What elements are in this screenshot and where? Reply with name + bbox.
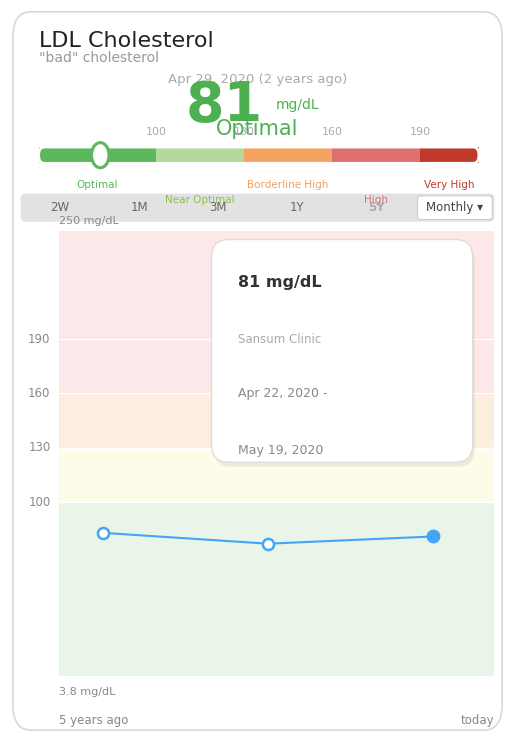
Text: 130: 130: [234, 126, 254, 137]
Text: 1M: 1M: [130, 201, 148, 214]
FancyBboxPatch shape: [332, 147, 420, 163]
FancyBboxPatch shape: [244, 147, 332, 163]
FancyBboxPatch shape: [39, 147, 156, 163]
Text: 160: 160: [28, 387, 50, 400]
Text: 2W: 2W: [50, 201, 70, 214]
Text: 100: 100: [146, 126, 166, 137]
Bar: [59, 339, 494, 393]
Text: LDL Cholesterol: LDL Cholesterol: [39, 31, 213, 52]
Text: High: High: [364, 195, 388, 205]
Text: mg/dL: mg/dL: [276, 98, 319, 112]
FancyBboxPatch shape: [156, 147, 244, 163]
Bar: [59, 231, 494, 339]
Text: 1Y: 1Y: [289, 201, 304, 214]
Bar: [59, 393, 494, 448]
FancyBboxPatch shape: [418, 196, 492, 219]
Text: 160: 160: [322, 126, 342, 137]
Text: 130: 130: [28, 441, 50, 454]
Text: Apr 22, 2020 -: Apr 22, 2020 -: [237, 386, 327, 400]
Text: 5 years ago: 5 years ago: [59, 714, 129, 727]
Text: Borderline High: Borderline High: [247, 180, 329, 190]
Text: 81: 81: [185, 79, 263, 134]
Text: Monthly ▾: Monthly ▾: [426, 201, 484, 214]
FancyBboxPatch shape: [214, 244, 475, 467]
FancyBboxPatch shape: [212, 239, 473, 463]
FancyBboxPatch shape: [13, 12, 502, 730]
Text: 5Y: 5Y: [368, 201, 384, 214]
Text: 250 mg/dL: 250 mg/dL: [59, 216, 119, 226]
Text: 190: 190: [28, 333, 50, 346]
Text: May 19, 2020: May 19, 2020: [237, 444, 323, 457]
Text: Optimal: Optimal: [216, 119, 299, 140]
Bar: [59, 448, 494, 502]
Text: "bad" cholesterol: "bad" cholesterol: [39, 52, 159, 65]
Text: 100: 100: [28, 496, 50, 508]
Text: Sansum Clinic: Sansum Clinic: [237, 333, 321, 346]
Bar: [59, 502, 494, 676]
Text: Very High: Very High: [424, 180, 475, 190]
Text: 3M: 3M: [209, 201, 227, 214]
Circle shape: [92, 143, 109, 168]
FancyBboxPatch shape: [21, 194, 494, 222]
Text: 3.8 mg/dL: 3.8 mg/dL: [59, 687, 115, 698]
Text: Near Optimal: Near Optimal: [165, 195, 235, 205]
Text: Apr 29, 2020 (2 years ago): Apr 29, 2020 (2 years ago): [168, 73, 347, 86]
Text: 190: 190: [409, 126, 431, 137]
Text: 81 mg/dL: 81 mg/dL: [237, 275, 321, 290]
FancyBboxPatch shape: [420, 147, 479, 163]
Text: today: today: [461, 714, 494, 727]
Text: Optimal: Optimal: [77, 180, 118, 190]
